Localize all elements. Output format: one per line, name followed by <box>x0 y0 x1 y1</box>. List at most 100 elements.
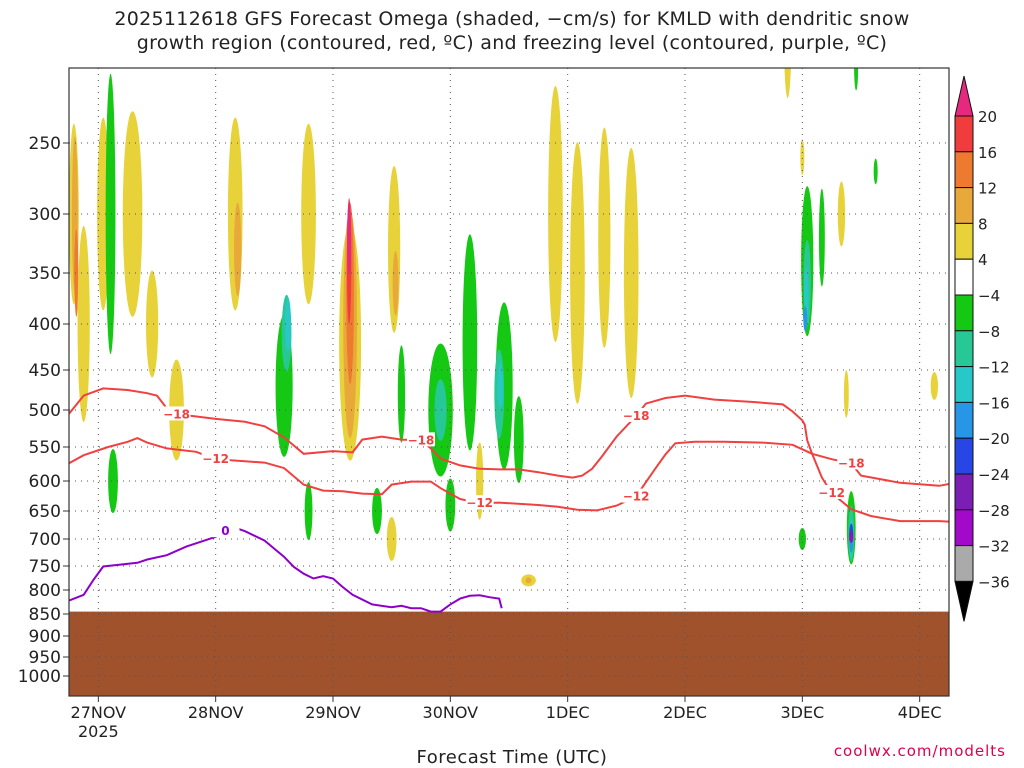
colorbar-label-11: −28 <box>978 502 1010 520</box>
omega-blob-22 <box>372 487 382 535</box>
x-tick-label-29NOV: 29NOV <box>305 703 361 722</box>
contour-freezing-label-bg-0 <box>211 523 240 538</box>
contour-minus18-label-bg-2 <box>622 407 651 422</box>
omega-blob-26 <box>397 345 406 443</box>
colorbar-label-9: −20 <box>978 430 1010 448</box>
colorbar: 20 16 12 8 4 −4 −8 −12 −16 −20 −24 −28 −32 −36 <box>954 75 1010 622</box>
contour-minus18-label-3: −18 <box>838 456 865 470</box>
omega-blob-25 <box>386 517 397 561</box>
colorbar-swatch-5 <box>954 258 974 296</box>
omega-blob-39 <box>570 142 585 404</box>
contour-minus12-label-1: −12 <box>466 496 493 510</box>
y-tick-label-600: 600 <box>29 472 61 492</box>
y-tick-label-550: 550 <box>29 438 61 458</box>
ground-terrain <box>69 611 949 696</box>
contour-minus18 <box>69 387 949 487</box>
colorbar-label-6: −8 <box>978 323 1000 341</box>
omega-blob-60 <box>849 536 854 542</box>
colorbar-label-2: 12 <box>978 180 997 198</box>
colorbar-swatch-10 <box>954 437 974 475</box>
x-tick-label-4DEC: 4DEC <box>898 703 942 722</box>
y-tick-label-800: 800 <box>29 581 61 601</box>
contour-minus12-label-bg-1 <box>465 495 494 510</box>
colorbar-swatch-12 <box>954 509 974 547</box>
contour-minus12-label-2: −12 <box>623 490 650 504</box>
colorbar-swatch-3 <box>954 187 974 224</box>
colorbar-swatch-1 <box>954 115 974 153</box>
omega-blob-47 <box>818 188 825 287</box>
y-tick-label-850: 850 <box>29 605 61 625</box>
colorbar-label-3: 8 <box>978 215 988 233</box>
contour-minus12-label-bg-3 <box>817 485 846 499</box>
colorbar-label-8: −16 <box>978 394 1010 412</box>
contour-minus18-label-bg-1 <box>407 432 435 447</box>
contour-minus18-label-bg-3 <box>837 455 866 470</box>
colorbar-swatch-7 <box>954 330 974 368</box>
omega-blob-3 <box>77 226 90 422</box>
contour-minus18-label-2: −18 <box>623 409 650 423</box>
omega-blob-46 <box>800 139 805 176</box>
y-tick-label-1000: 1000 <box>18 667 61 687</box>
contours: −18 −18 −18 −18 −12 −12 −12 −12 0 <box>69 387 949 613</box>
y-tick-label-300: 300 <box>29 205 61 225</box>
omega-blob-34 <box>497 363 503 409</box>
contour-minus18-label-bg-0 <box>162 406 191 421</box>
omega-blob-21 <box>347 201 352 275</box>
omega-blob-8 <box>146 270 159 378</box>
omega-blob-30 <box>462 234 478 451</box>
contour-freezing <box>69 526 503 613</box>
omega-blob-52 <box>930 372 938 400</box>
x-tick-label-28NOV: 28NOV <box>188 703 244 722</box>
contour-freezing-label-0: 0 <box>221 524 229 538</box>
omega-blob-49 <box>854 68 859 91</box>
y-tick-label-500: 500 <box>29 401 61 421</box>
omega-blob-14 <box>285 297 291 351</box>
colorbar-label-5: −4 <box>978 287 1000 305</box>
contour-minus12-label-0: −12 <box>202 452 229 466</box>
x-tick-label-1DEC: 1DEC <box>546 703 590 722</box>
y-tick-label-400: 400 <box>29 315 61 335</box>
omega-blob-7 <box>122 111 143 317</box>
contour-minus12-label-3: −12 <box>818 486 845 500</box>
colorbar-label-7: −12 <box>978 359 1010 377</box>
omega-blob-61 <box>843 370 849 418</box>
colorbar-swatch-8 <box>954 366 974 403</box>
omega-blob-50 <box>784 68 791 98</box>
credit-link[interactable]: coolwx.com/modelts <box>833 742 1006 760</box>
omega-blob-11 <box>234 202 242 297</box>
y-tick-label-450: 450 <box>29 361 61 381</box>
colorbar-swatch-13 <box>954 545 974 582</box>
colorbar-label-1: 16 <box>978 144 997 162</box>
omega-blob-51 <box>873 158 878 185</box>
colorbar-swatch-6 <box>954 294 974 332</box>
omega-blob-41 <box>623 148 639 398</box>
colorbar-label-10: −24 <box>978 466 1010 484</box>
y-tick-label-350: 350 <box>29 264 61 284</box>
y-tick-label-650: 650 <box>29 502 61 522</box>
y-tick-label-250: 250 <box>29 134 61 154</box>
x-axis: 27NOV 28NOV 29NOV 30NOV 1DEC 2DEC 3DEC 4DEC 2025 <box>71 696 942 741</box>
contour-minus18-label-0: −18 <box>163 407 190 421</box>
y-tick-label-700: 700 <box>29 530 61 550</box>
omega-blob-6 <box>108 449 118 513</box>
omega-blob-28 <box>434 379 447 441</box>
omega-blob-44 <box>804 267 809 320</box>
terrain <box>69 611 949 696</box>
colorbar-swatch-2 <box>954 151 974 189</box>
contour-minus18-label-1: −18 <box>408 433 435 447</box>
y-tick-label-900: 900 <box>29 627 61 647</box>
omega-blob-45 <box>803 306 808 332</box>
omega-blob-40 <box>598 127 611 348</box>
omega-blob-29 <box>445 478 456 532</box>
plot-frame <box>68 67 950 697</box>
colorbar-label-0: 20 <box>978 108 997 126</box>
colorbar-label-4: 4 <box>978 251 988 269</box>
chart-title-line2: growth region (contoured, red, ºC) and f… <box>136 32 888 54</box>
colorbar-swatch-9 <box>954 401 974 439</box>
colorbar-label-13: −36 <box>978 573 1010 591</box>
x-year-label: 2025 <box>78 722 119 741</box>
omega-blob-53 <box>798 528 806 550</box>
colorbar-bottom-arrow <box>954 580 974 622</box>
x-axis-label: Forecast Time (UTC) <box>416 747 608 768</box>
